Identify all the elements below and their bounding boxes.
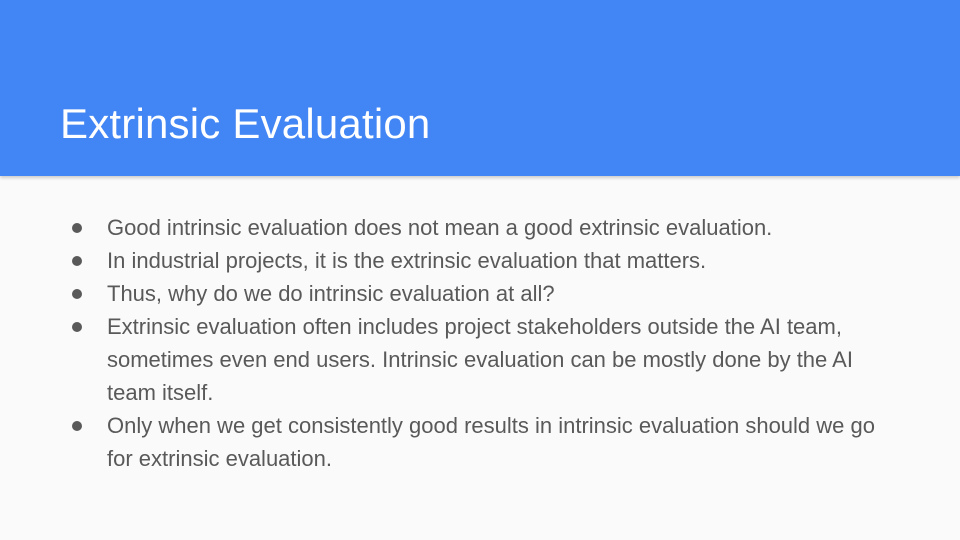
slide-title: Extrinsic Evaluation — [60, 100, 431, 147]
bullet-item: Only when we get consistently good resul… — [70, 409, 900, 475]
bullet-item: Good intrinsic evaluation does not mean … — [70, 211, 900, 244]
bullet-text: Extrinsic evaluation often includes proj… — [107, 314, 853, 405]
bullet-item: In industrial projects, it is the extrin… — [70, 244, 900, 277]
bullet-icon — [72, 289, 82, 299]
title-header-bar: Extrinsic Evaluation — [0, 0, 960, 176]
bullet-list: Good intrinsic evaluation does not mean … — [70, 211, 900, 475]
bullet-icon — [72, 256, 82, 266]
bullet-icon — [72, 223, 82, 233]
bullet-icon — [72, 322, 82, 332]
bullet-icon — [72, 421, 82, 431]
bullet-text: Only when we get consistently good resul… — [107, 413, 875, 471]
bullet-text: In industrial projects, it is the extrin… — [107, 248, 707, 273]
bullet-item: Extrinsic evaluation often includes proj… — [70, 310, 900, 409]
bullet-item: Thus, why do we do intrinsic evaluation … — [70, 277, 900, 310]
bullet-text: Thus, why do we do intrinsic evaluation … — [107, 281, 555, 306]
bullet-text: Good intrinsic evaluation does not mean … — [107, 215, 773, 240]
